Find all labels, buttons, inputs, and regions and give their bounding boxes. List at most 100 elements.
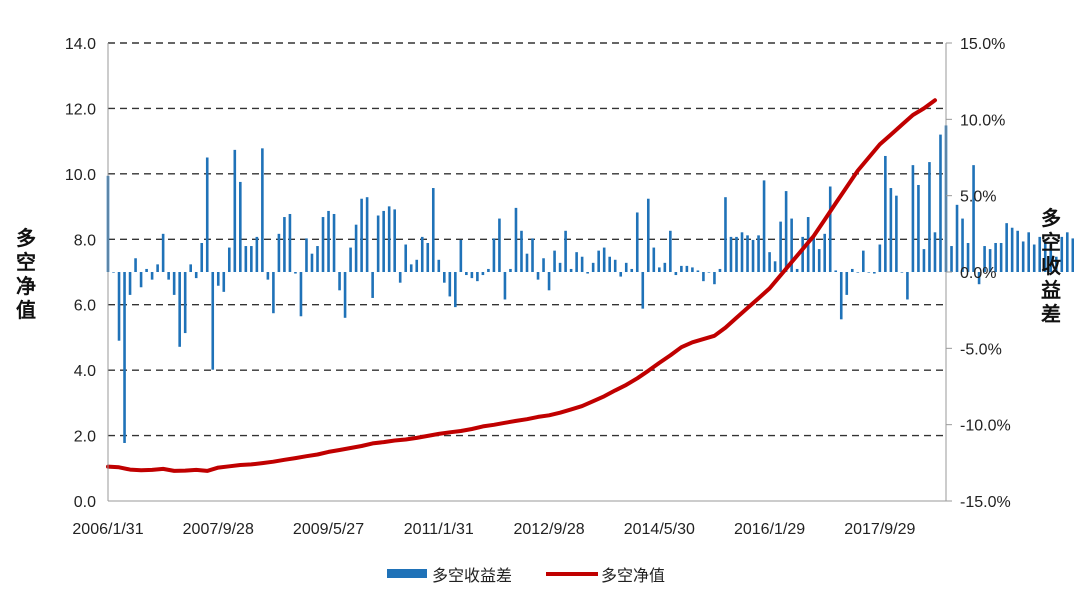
bar — [1016, 230, 1019, 272]
bar — [454, 272, 457, 308]
bar — [900, 272, 904, 273]
left-tick-label: 8.0 — [74, 232, 96, 249]
bar — [343, 272, 347, 318]
bar — [580, 256, 584, 272]
bar — [443, 272, 446, 283]
bar — [277, 233, 281, 272]
bar — [117, 272, 121, 341]
bar — [172, 272, 176, 295]
bar — [955, 204, 959, 272]
bar — [635, 212, 639, 272]
bar — [1010, 227, 1014, 272]
bar — [757, 235, 760, 272]
bar — [994, 242, 997, 272]
x-tick-label: 2016/1/29 — [734, 521, 805, 538]
left-tick-label: 12.0 — [65, 101, 96, 118]
bar — [299, 272, 303, 317]
bar — [702, 272, 705, 282]
bar — [531, 238, 534, 272]
bar — [856, 272, 860, 273]
bar — [161, 233, 165, 272]
bar — [961, 218, 964, 272]
bar — [646, 198, 650, 272]
bar — [586, 272, 589, 274]
net-value-line-layer — [106, 98, 937, 473]
left-tick-label: 2.0 — [74, 429, 96, 446]
bar — [205, 157, 209, 272]
bar — [520, 230, 523, 272]
bar — [448, 272, 452, 297]
bar — [183, 272, 187, 334]
bar — [239, 181, 242, 272]
bar — [613, 259, 617, 272]
left-axis-title-text: 多空净值 — [16, 226, 36, 322]
bar — [233, 149, 237, 272]
bar — [922, 249, 926, 272]
bar — [652, 247, 656, 272]
bar — [834, 270, 838, 272]
bar — [542, 258, 545, 272]
bar — [321, 217, 325, 272]
bar — [503, 272, 507, 300]
bar — [514, 207, 518, 272]
bar — [437, 259, 441, 272]
bar — [735, 236, 738, 272]
left-tick-label: 14.0 — [65, 36, 96, 53]
right-axis-title-text: 多空收益差 — [1041, 206, 1061, 326]
bar — [1065, 232, 1069, 272]
bar — [145, 268, 148, 272]
x-tick-label: 2007/9/28 — [183, 521, 254, 538]
bar — [409, 264, 413, 272]
bar — [867, 272, 871, 273]
bar — [470, 272, 474, 279]
legend: 多空收益差 多空净值 — [387, 566, 665, 585]
bar — [817, 249, 821, 272]
bar — [327, 210, 330, 272]
bar — [178, 272, 181, 347]
bar — [873, 272, 876, 274]
bar — [305, 238, 308, 272]
bar — [525, 253, 529, 272]
bar — [724, 197, 727, 272]
bar — [762, 180, 766, 272]
bar — [812, 235, 815, 272]
bar — [415, 259, 419, 272]
bar — [128, 272, 132, 295]
bar — [382, 210, 385, 272]
bar — [426, 242, 430, 272]
bar — [591, 262, 595, 272]
bar — [669, 230, 672, 272]
bar — [365, 197, 369, 272]
bar — [674, 272, 678, 276]
right-tick-label: 5.0% — [960, 189, 996, 206]
right-axis-title: 多空收益差 — [1041, 206, 1061, 326]
bar — [200, 242, 204, 272]
bar — [244, 246, 248, 272]
bar — [569, 268, 573, 272]
bar — [1032, 244, 1036, 272]
bar — [349, 247, 352, 272]
bar — [895, 195, 898, 272]
bar — [509, 268, 512, 272]
bar — [139, 272, 143, 288]
bar — [795, 268, 799, 272]
bar — [459, 239, 463, 272]
bar — [354, 224, 358, 272]
bar — [288, 213, 292, 272]
bar — [250, 246, 253, 272]
grid-lines — [108, 42, 946, 437]
bar — [398, 272, 402, 283]
bar — [713, 272, 716, 285]
bar — [558, 262, 562, 272]
bar — [338, 272, 341, 291]
bar — [575, 252, 578, 272]
bar — [928, 162, 931, 272]
bar — [999, 242, 1003, 272]
bar — [294, 272, 297, 274]
bar — [608, 256, 611, 272]
bar — [420, 236, 424, 272]
bar — [332, 213, 336, 272]
bar — [917, 184, 920, 272]
bar — [790, 218, 793, 272]
left-tick-label: 4.0 — [74, 363, 96, 380]
